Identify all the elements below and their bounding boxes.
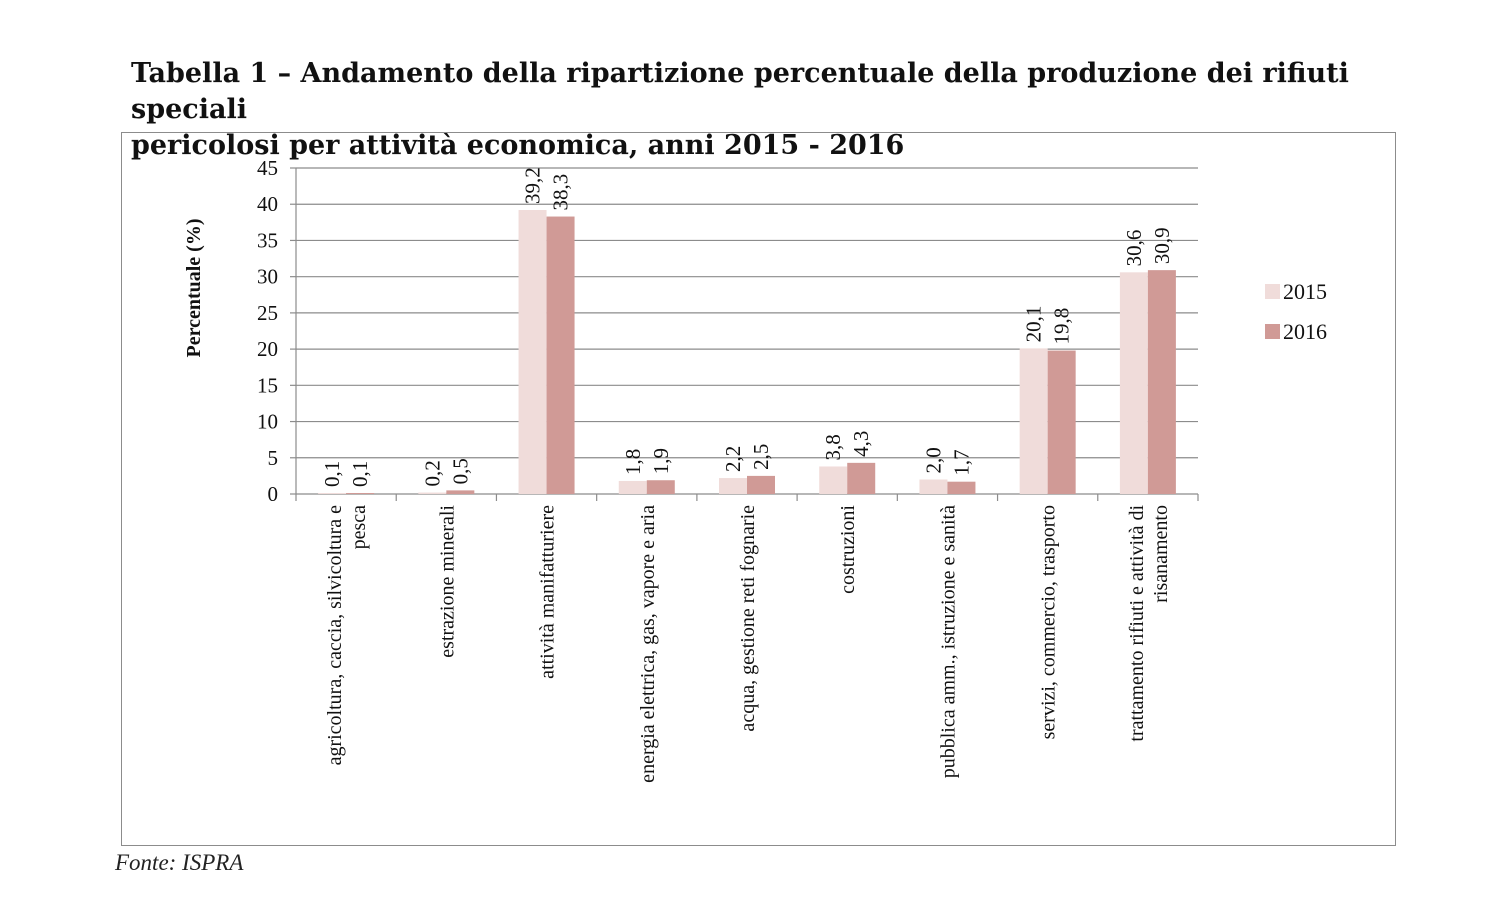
x-category-label: costruzioni	[837, 505, 859, 594]
bar-2016	[847, 462, 876, 494]
chart-title: Tabella 1 – Andamento della ripartizione…	[131, 56, 1431, 164]
bar-2015	[418, 492, 447, 494]
data-label-2015: 0,1	[320, 461, 344, 487]
legend-label-2015: 2015	[1283, 279, 1327, 304]
bar-2016	[1047, 350, 1076, 494]
legend-label-2016: 2016	[1283, 319, 1327, 344]
bar-2015	[518, 210, 547, 495]
data-label-2015: 2,2	[721, 446, 745, 472]
data-label-2016: 1,9	[649, 448, 673, 474]
y-tick-label: 20	[257, 337, 278, 361]
data-label-2015: 1,8	[621, 449, 645, 475]
x-category-label: agricoltura, caccia, silvicoltura e	[324, 505, 346, 766]
source-note: Fonte: ISPRA	[115, 850, 244, 875]
bar-2016	[446, 490, 475, 494]
x-category-label: pesca	[348, 505, 370, 550]
data-label-2016: 0,1	[348, 461, 372, 487]
bar-2016	[1147, 270, 1176, 494]
data-label-2015: 30,6	[1122, 230, 1146, 267]
y-axis-label: Percentuale (%)	[183, 218, 205, 357]
data-label-2016: 0,5	[448, 458, 472, 484]
bar-2015	[318, 493, 347, 494]
y-tick-label: 25	[257, 301, 278, 325]
title-line-2: pericolosi per attività economica, anni …	[131, 130, 905, 161]
data-label-2016: 4,3	[849, 431, 873, 457]
data-label-2016: 1,7	[949, 449, 973, 475]
x-category-label: estrazione minerali	[436, 505, 458, 658]
y-tick-label: 5	[268, 446, 279, 470]
y-tick-label: 30	[257, 265, 278, 289]
bar-2016	[947, 481, 976, 494]
bar-2016	[747, 475, 775, 494]
data-label-2016: 19,8	[1050, 308, 1074, 345]
chart-frame	[121, 132, 1396, 846]
bar-2015	[819, 466, 848, 494]
data-label-2015: 20,1	[1022, 306, 1046, 343]
bar-2016	[346, 493, 375, 494]
x-category-label: attività manifatturiere	[537, 505, 559, 679]
y-tick-label: 10	[257, 410, 278, 434]
y-tick-label: 45	[257, 156, 278, 180]
legend-swatch-2016	[1265, 324, 1280, 339]
data-label-2015: 2,0	[921, 447, 945, 473]
x-category-label: energia elettrica, gas, vapore e aria	[637, 505, 659, 783]
x-category-label: trattamento rifiuti e attività di	[1126, 505, 1148, 742]
bar-2015	[719, 478, 747, 494]
x-category-label: acqua, gestione reti fognarie	[737, 505, 759, 732]
y-tick-label: 35	[257, 228, 278, 252]
data-label-2016: 38,3	[549, 174, 573, 211]
data-label-2016: 30,9	[1150, 227, 1174, 264]
data-label-2016: 2,5	[749, 444, 773, 470]
x-category-label: servizi, commercio, trasporto	[1038, 505, 1060, 739]
bar-2015	[618, 480, 647, 494]
y-tick-label: 0	[268, 482, 279, 506]
bar-2015	[1019, 348, 1048, 494]
x-category-label: pubblica amm., istruzione e sanità	[937, 505, 959, 778]
title-line-1: Tabella 1 – Andamento della ripartizione…	[131, 58, 1349, 125]
x-category-label: risanamento	[1150, 505, 1172, 603]
data-label-2015: 0,2	[420, 460, 444, 486]
legend-swatch-2015	[1265, 284, 1280, 299]
bar-2015	[1119, 272, 1148, 494]
bar-2015	[919, 479, 948, 494]
data-label-2015: 39,2	[521, 167, 545, 204]
bar-2016	[646, 480, 675, 494]
bar-2016	[546, 216, 575, 494]
y-tick-label: 40	[257, 192, 278, 216]
y-tick-label: 15	[257, 373, 278, 397]
data-label-2015: 3,8	[821, 434, 845, 460]
